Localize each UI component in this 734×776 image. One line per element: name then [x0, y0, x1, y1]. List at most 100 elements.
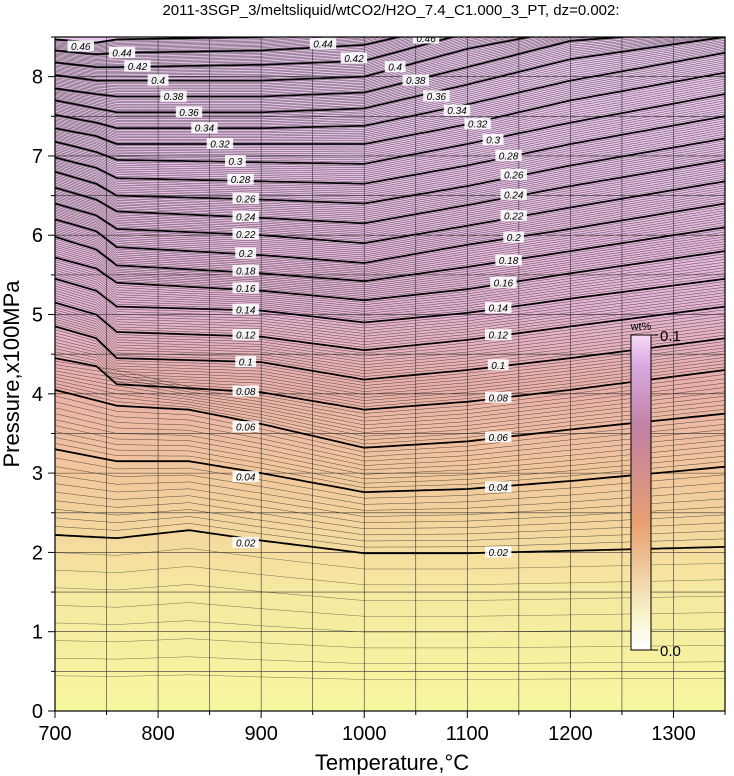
- minor-contour-line: [55, 229, 725, 284]
- contour-label-text: 0.08: [236, 387, 256, 398]
- minor-contour-line: [55, 348, 725, 401]
- minor-contour-line: [55, 161, 725, 226]
- minor-contour-line: [55, 210, 725, 269]
- major-contour-line: [55, 93, 725, 165]
- minor-contour-line: [55, 89, 725, 161]
- minor-contour-line: [55, 37, 434, 63]
- y-tick-label: 5: [32, 305, 43, 327]
- y-tick-label: 4: [32, 384, 43, 406]
- minor-contour-line: [55, 91, 725, 163]
- contour-label-text: 0.18: [236, 266, 256, 277]
- minor-contour-line: [55, 566, 725, 585]
- minor-contour-line: [55, 37, 563, 89]
- minor-contour-line: [55, 638, 725, 649]
- contour-label-bg: [232, 264, 259, 276]
- major-contour-line: [55, 115, 725, 185]
- minor-contour-line: [55, 383, 725, 441]
- contour-label-bg: [224, 155, 246, 167]
- contour-label: 0.36: [175, 106, 203, 119]
- contour-label-bg: [485, 329, 512, 341]
- contour-label-bg: [232, 421, 259, 433]
- contour-label: 0.46: [67, 40, 94, 53]
- y-axis-label: Pressure,x100MPa: [0, 280, 24, 468]
- minor-contour-line: [55, 187, 725, 250]
- minor-contour-line: [55, 234, 725, 288]
- minor-contour-line: [55, 656, 725, 664]
- major-contour-line: [55, 226, 725, 283]
- contour-label-text: 0.14: [488, 304, 508, 315]
- major-contour-line: [55, 357, 725, 411]
- contour-label: 0.38: [160, 90, 187, 103]
- minor-contour-line: [55, 548, 725, 570]
- minor-contour-line: [55, 185, 725, 248]
- minor-contour-line: [55, 283, 725, 329]
- minor-contour-line: [55, 85, 725, 157]
- minor-contour-line: [55, 60, 725, 135]
- minor-contour-line: [55, 37, 412, 58]
- contour-label-text: 0.1: [491, 361, 505, 372]
- x-axis-label: Temperature,°C: [315, 750, 469, 775]
- minor-contour-line: [55, 140, 725, 206]
- contour-label-bg: [487, 359, 509, 371]
- contour-label-bg: [232, 192, 259, 204]
- minor-contour-line: [55, 151, 725, 216]
- x-tick-label: 1200: [548, 723, 593, 745]
- contour-label-bg: [191, 122, 218, 134]
- contour-label-text: 0.28: [499, 151, 519, 162]
- contour-label: 0.18: [232, 264, 259, 277]
- minor-contour-line: [55, 49, 725, 126]
- contour-label-text: 0.1: [239, 358, 253, 369]
- minor-contour-line: [55, 491, 725, 523]
- minor-contour-line: [55, 584, 725, 601]
- minor-contour-line: [55, 243, 725, 295]
- minor-contour-line: [55, 288, 725, 334]
- contour-label: 0.22: [500, 210, 527, 223]
- minor-contour-line: [55, 148, 725, 214]
- contour-label-bg: [235, 356, 257, 368]
- minor-contour-line: [55, 146, 725, 212]
- minor-contour-line: [55, 319, 725, 371]
- minor-contour-line: [55, 386, 725, 445]
- minor-contour-line: [55, 127, 725, 194]
- minor-contour-line: [55, 58, 725, 134]
- minor-contour-line: [55, 380, 725, 437]
- x-tick-label: 900: [244, 723, 277, 745]
- contour-label: 0.24: [500, 188, 527, 201]
- contour-label: 0.04: [232, 471, 259, 484]
- contour-label-bg: [490, 276, 517, 288]
- contour-label-text: 0.18: [499, 256, 519, 267]
- minor-contour-line: [55, 280, 725, 326]
- minor-contour-line: [55, 96, 725, 167]
- minor-contour-line: [55, 602, 725, 617]
- contour-label: 0.12: [485, 329, 512, 342]
- contour-label-bg: [485, 431, 512, 443]
- contour-label-text: 0.16: [236, 284, 256, 295]
- contour-label: 0.46: [412, 34, 440, 45]
- contour-label-bg: [232, 210, 259, 222]
- minor-contour-line: [55, 37, 466, 71]
- minor-contour-line: [55, 205, 725, 266]
- contour-label-text: 0.36: [179, 108, 199, 119]
- minor-contour-line: [55, 196, 725, 258]
- contour-label-bg: [485, 391, 512, 403]
- y-tick-label: 6: [32, 225, 43, 247]
- minor-contour-line: [55, 102, 725, 173]
- minor-contour-line: [55, 37, 557, 88]
- contour-label: 0.06: [232, 421, 259, 434]
- minor-contour-line: [55, 248, 725, 299]
- minor-contour-line: [55, 39, 725, 116]
- contour-label-text: 0.4: [151, 76, 165, 87]
- minor-contour-line: [55, 133, 725, 200]
- minor-contour-line: [55, 297, 725, 345]
- minor-contour-line: [55, 231, 725, 286]
- minor-contour-line: [55, 66, 725, 140]
- minor-contour-line: [55, 76, 725, 149]
- contour-label-text: 0.4: [388, 63, 402, 74]
- minor-contour-line: [55, 41, 725, 118]
- minor-contour-line: [55, 264, 725, 312]
- minor-contour-line: [55, 304, 725, 354]
- minor-contour-line: [55, 309, 725, 360]
- major-contour-line: [55, 52, 725, 130]
- major-contour-line: [55, 137, 725, 205]
- contour-label-text: 0.46: [416, 34, 436, 45]
